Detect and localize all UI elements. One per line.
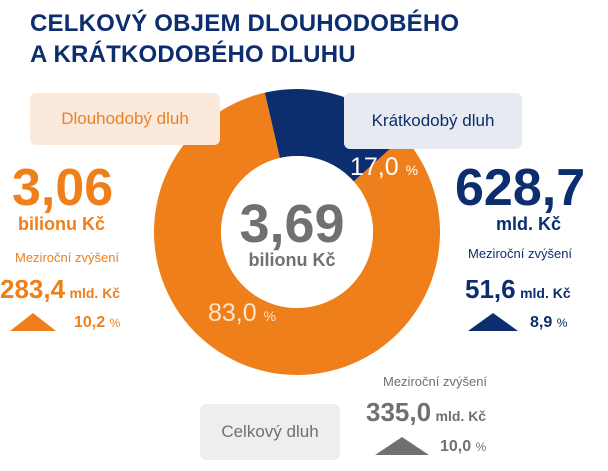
- center-total-unit: bilionu Kč: [248, 250, 336, 270]
- short-term-increase: 51,6 mld. Kč: [465, 275, 571, 303]
- title-line-2: A KRÁTKODOBÉHO DLUHU: [30, 41, 356, 68]
- short-term-yoy-label: Meziroční zvýšení: [468, 246, 573, 261]
- total-pct-symbol: %: [475, 440, 487, 454]
- total-increase-unit: mld. Kč: [435, 408, 487, 424]
- short-term-value: 628,7: [455, 159, 586, 217]
- short-term-increase-pct: 8,9 %: [530, 314, 567, 332]
- short-term-debt-label: Krátkodobý dluh: [344, 93, 522, 149]
- long-slice-label: 83,0 %: [208, 299, 276, 328]
- total-increase-value: 335,0: [366, 397, 432, 427]
- short-term-increase-unit: mld. Kč: [520, 285, 571, 301]
- short-slice-value: 17,0: [350, 153, 399, 181]
- long-term-slice: [153, 92, 440, 375]
- long-term-value: 3,06: [12, 159, 114, 217]
- long-term-debt-label: Dlouhodobý dluh: [30, 93, 220, 145]
- center-total-value: 3,69: [239, 194, 345, 254]
- short-term-pct-symbol: %: [556, 316, 568, 330]
- short-term-pct-value: 8,9: [530, 314, 553, 331]
- long-term-increase-unit: mld. Kč: [69, 285, 121, 301]
- long-term-yoy-label: Meziroční zvýšení: [15, 250, 120, 265]
- title-line-1: CELKOVÝ OBJEM DLOUHODOBÉHO: [30, 10, 460, 37]
- long-slice-value: 83,0: [208, 299, 257, 327]
- donut-center-hole: [221, 156, 373, 308]
- total-debt-label: Celkový dluh: [200, 404, 340, 460]
- short-slice-percent-symbol: %: [405, 162, 419, 178]
- page-title: CELKOVÝ OBJEM DLOUHODOBÉHO A KRÁTKODOBÉH…: [30, 8, 459, 70]
- triangle-up-icon: [10, 313, 56, 331]
- long-slice-percent-symbol: %: [263, 308, 277, 324]
- long-term-increase-pct: 10,2 %: [74, 314, 120, 332]
- short-term-increase-value: 51,6: [465, 274, 516, 304]
- triangle-up-icon: [468, 313, 518, 331]
- total-yoy-label: Meziroční zvýšení: [383, 374, 488, 389]
- long-term-increase-value: 283,4: [0, 274, 66, 304]
- total-increase-pct: 10,0 %: [440, 438, 486, 456]
- short-slice-label: 17,0 %: [350, 153, 418, 182]
- triangle-up-icon: [375, 437, 429, 455]
- short-term-unit: mld. Kč: [496, 214, 562, 234]
- long-term-unit: bilionu Kč: [18, 214, 105, 234]
- total-increase: 335,0 mld. Kč: [366, 398, 486, 426]
- long-term-pct-value: 10,2: [74, 314, 106, 331]
- long-term-increase: 283,4 mld. Kč: [0, 275, 120, 303]
- long-term-pct-symbol: %: [109, 316, 121, 330]
- total-pct-value: 10,0: [440, 438, 472, 455]
